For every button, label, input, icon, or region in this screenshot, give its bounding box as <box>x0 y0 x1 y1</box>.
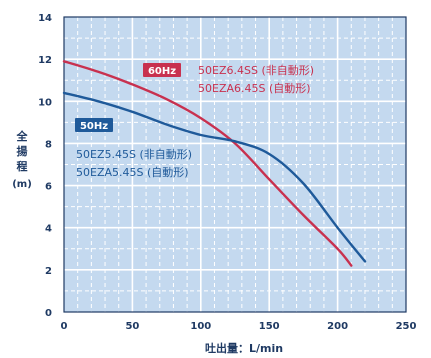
series-line-50hz <box>62 91 367 263</box>
y-tick-label: 12 <box>38 55 52 66</box>
series-lines <box>62 60 367 267</box>
y-tick-label: 8 <box>45 139 52 150</box>
y-axis-title-char-3: 程 <box>17 159 28 173</box>
y-tick-label: 6 <box>45 182 52 193</box>
y-tick-label: 14 <box>38 13 52 24</box>
x-tick-label: 250 <box>396 321 417 332</box>
model-label-60hz: 50EZA6.45S (自動形) <box>198 81 311 95</box>
legend-badge-60hz <box>143 63 181 77</box>
y-axis-title-char-2: 揚 <box>17 144 28 158</box>
y-tick-label: 10 <box>38 97 52 108</box>
model-label-50hz: 50EZ5.45S (非自動形) <box>76 147 192 161</box>
x-tick-label: 0 <box>61 321 68 332</box>
plot-frame <box>63 16 407 313</box>
y-tick-label: 4 <box>45 224 52 235</box>
x-tick-label: 150 <box>259 321 280 332</box>
series-line-60hz <box>62 60 353 267</box>
x-tick-label: 200 <box>327 321 348 332</box>
series-labels: 60Hz 50EZ6.4SS (非自動形) 50EZA6.45S (自動形) 50Hz… <box>75 63 314 179</box>
x-tick-label: 50 <box>125 321 139 332</box>
tick-labels: 0 50 100 150 200 250 0 2 4 6 8 10 12 14 <box>38 13 416 332</box>
legend-badge-50hz <box>75 118 113 132</box>
y-axis-title-char-1: 全 <box>16 129 29 143</box>
y-tick-label: 0 <box>45 308 52 319</box>
legend-badge-text-50hz: 50Hz <box>80 121 108 132</box>
legend-badge-text-60hz: 60Hz <box>148 66 176 77</box>
x-axis-title: 吐出量：L/min <box>205 341 283 355</box>
model-label-50hz: 50EZA5.45S (自動形) <box>76 165 189 179</box>
model-label-60hz: 50EZ6.4SS (非自動形) <box>198 63 314 77</box>
axes <box>63 16 407 313</box>
y-tick-label: 2 <box>45 266 52 277</box>
grid-lines <box>64 17 406 312</box>
x-tick-label: 100 <box>190 321 211 332</box>
y-axis-title-unit: (m) <box>12 179 32 190</box>
